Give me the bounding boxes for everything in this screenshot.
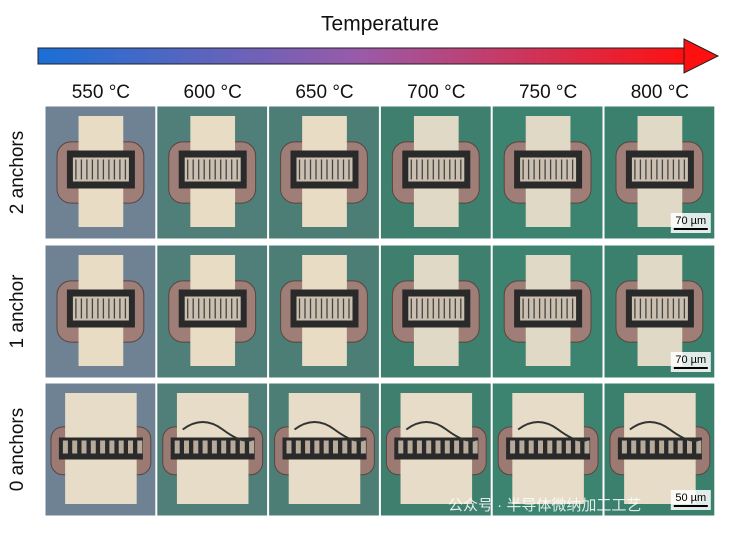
column-label: 750 °C [519, 82, 577, 103]
meander-windows [286, 440, 366, 454]
micrograph [379, 244, 492, 379]
column-label: 650 °C [295, 82, 353, 103]
meander-lines [522, 159, 574, 180]
crack [629, 421, 701, 442]
micrograph [268, 105, 380, 240]
meander-lines [187, 298, 238, 319]
crack [517, 421, 589, 442]
title: Temperature [321, 13, 439, 36]
scale-bar-label: 70 µm [675, 215, 706, 227]
meander-lines [410, 159, 462, 180]
row-label: 1 anchor [7, 274, 28, 349]
micrograph-grid: 70 µm 70 µm 50 µm [44, 105, 716, 517]
meander-lines [410, 298, 462, 319]
micrograph [379, 105, 492, 240]
row-label: 2 anchors [7, 131, 28, 214]
micrograph [603, 382, 716, 517]
meander-lines [298, 159, 350, 180]
meander-windows [398, 440, 478, 454]
labels: 550 °C 600 °C 650 °C 700 °C 750 °C 800 °C 2 an… [7, 82, 689, 491]
micrograph [491, 382, 604, 517]
meander-lines [75, 159, 127, 180]
micrograph [156, 382, 269, 517]
column-label: 550 °C [72, 82, 130, 103]
micrograph [268, 382, 380, 517]
meander-windows [174, 440, 255, 454]
meander-lines [522, 298, 574, 319]
meander-lines [187, 159, 238, 180]
column-label: 600 °C [184, 82, 242, 103]
watermark: 公众号 · 半导体微纳加工工艺 [448, 497, 641, 514]
micrograph [44, 382, 157, 517]
row-label: 0 anchors [7, 408, 28, 491]
micrograph [268, 244, 380, 379]
meander-windows [510, 440, 590, 454]
scale-bar-label: 50 µm [675, 492, 706, 504]
column-label: 700 °C [407, 82, 465, 103]
micrograph [379, 382, 492, 517]
meander-windows [62, 440, 143, 454]
micrograph [156, 105, 269, 240]
micrograph [44, 244, 157, 379]
meander-lines [75, 298, 127, 319]
meander-windows [621, 440, 702, 454]
column-label: 800 °C [631, 82, 689, 103]
meander-lines [634, 159, 686, 180]
micrograph [44, 105, 157, 240]
crack [293, 421, 365, 442]
scale-bar-label: 70 µm [675, 354, 706, 366]
temperature-arrow [37, 38, 720, 74]
micrograph [603, 105, 716, 240]
micrograph [491, 244, 604, 379]
crack [405, 421, 477, 442]
micrograph [156, 244, 269, 379]
meander-lines [634, 298, 686, 319]
micrograph [491, 105, 604, 240]
meander-lines [298, 298, 350, 319]
crack [182, 421, 254, 442]
